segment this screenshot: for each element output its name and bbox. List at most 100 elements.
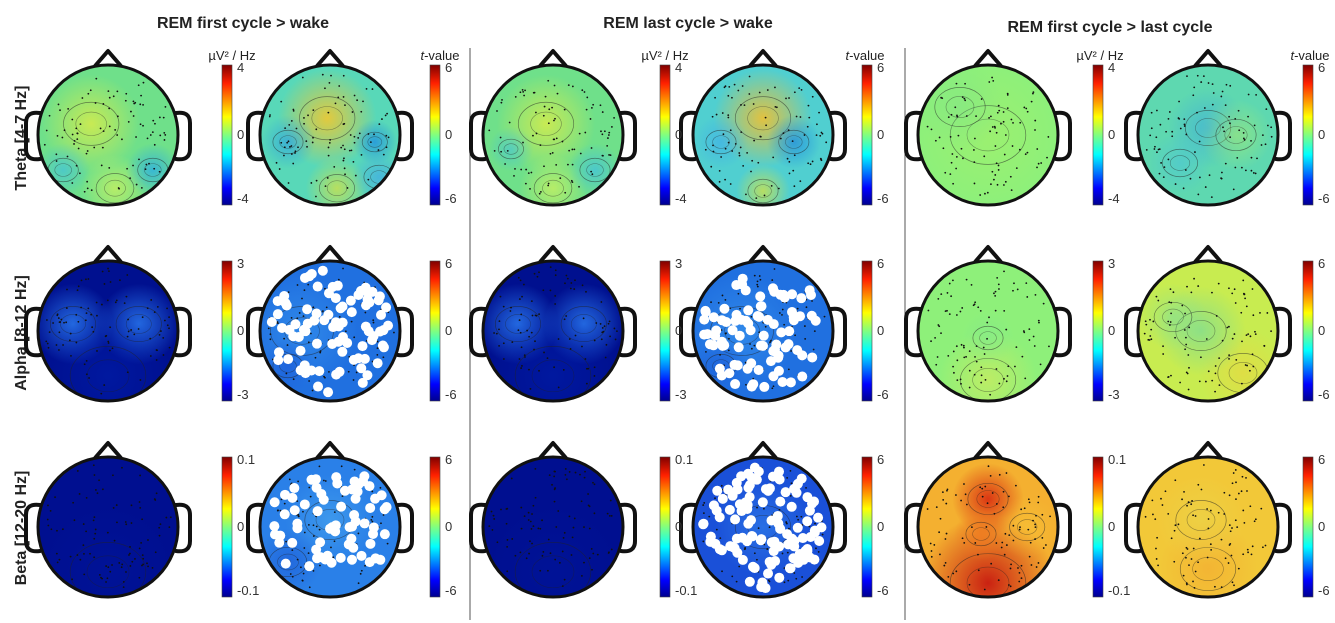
left-ear-icon bbox=[904, 110, 922, 162]
left-ear-icon bbox=[469, 306, 487, 358]
right-ear-icon bbox=[1274, 110, 1292, 162]
colorbar-tick-label: -0.1 bbox=[1108, 583, 1130, 598]
colorbar-tick-label: -6 bbox=[877, 387, 889, 402]
colorbar-tick-label: 6 bbox=[445, 60, 452, 75]
colorbar-tick-label: -6 bbox=[877, 583, 889, 598]
right-ear-icon bbox=[1054, 110, 1072, 162]
right-ear-icon bbox=[1054, 502, 1072, 554]
colorbar-tick-label: 4 bbox=[1108, 60, 1115, 75]
left-ear-icon bbox=[246, 502, 264, 554]
colorbar-tick-label: 3 bbox=[237, 256, 244, 271]
t-unit-col1: t-value bbox=[420, 48, 459, 63]
scalp-outline bbox=[36, 259, 180, 403]
colorbar-beta-4: 6 0 -6 bbox=[861, 452, 889, 598]
left-ear-icon bbox=[904, 306, 922, 358]
left-ear-icon bbox=[904, 502, 922, 554]
topomap-alpha-1 bbox=[24, 245, 192, 403]
scalp-outline bbox=[691, 63, 835, 207]
nose-icon bbox=[93, 245, 123, 264]
nose-icon bbox=[748, 49, 778, 68]
right-ear-icon bbox=[174, 502, 192, 554]
colorbar-tick-label: -0.1 bbox=[675, 583, 697, 598]
topomap-alpha-4 bbox=[679, 245, 847, 403]
colorbar-alpha-5: 3 0 -3 bbox=[1092, 256, 1120, 402]
topomap-beta-2 bbox=[246, 441, 414, 599]
left-ear-icon bbox=[24, 110, 42, 162]
scalp-outline bbox=[36, 63, 180, 207]
row-label-beta: Beta [12-20 Hz] bbox=[13, 471, 30, 586]
left-ear-icon bbox=[1124, 110, 1142, 162]
colorbar-theta-5: 4 0 -4 bbox=[1092, 60, 1120, 206]
colorbar-tick-label: 3 bbox=[675, 256, 682, 271]
colorbar-tick-label: 0 bbox=[445, 519, 452, 534]
colorbar-tick-label: 0 bbox=[877, 323, 884, 338]
nose-icon bbox=[315, 245, 345, 264]
topomap-theta-5 bbox=[904, 49, 1072, 207]
power-unit-col2: µV² / Hz bbox=[641, 48, 688, 63]
colorbar-tick-label: 0 bbox=[237, 127, 244, 142]
colorbar-tick-label: 6 bbox=[877, 60, 884, 75]
topomap-grid bbox=[24, 49, 1292, 599]
left-ear-icon bbox=[469, 110, 487, 162]
colorbar-tick-label: 6 bbox=[877, 452, 884, 467]
nose-icon bbox=[1193, 49, 1223, 68]
colorbar-theta-4: 6 0 -6 bbox=[861, 60, 889, 206]
colorbar-tick-label: -6 bbox=[445, 387, 457, 402]
topomap-alpha-2 bbox=[246, 245, 414, 403]
scalp-outline bbox=[258, 63, 402, 207]
column-title-1: REM first cycle > wake bbox=[157, 15, 329, 32]
nose-icon bbox=[748, 441, 778, 460]
topomap-theta-2 bbox=[246, 49, 414, 207]
right-ear-icon bbox=[396, 306, 414, 358]
colorbar-tick-label: -6 bbox=[445, 191, 457, 206]
scalp-outline bbox=[1136, 63, 1280, 207]
colorbar-theta-6: 6 0 -6 bbox=[1302, 60, 1330, 206]
left-ear-icon bbox=[679, 306, 697, 358]
row-label-theta: Theta [4-7 Hz] bbox=[13, 86, 30, 191]
left-ear-icon bbox=[469, 502, 487, 554]
right-ear-icon bbox=[396, 502, 414, 554]
colorbar-tick-label: -6 bbox=[1318, 191, 1330, 206]
topomap-alpha-5 bbox=[904, 245, 1072, 403]
right-ear-icon bbox=[619, 110, 637, 162]
right-ear-icon bbox=[829, 110, 847, 162]
colorbar-tick-label: -4 bbox=[237, 191, 249, 206]
colorbar-theta-3: 4 0 -4 bbox=[659, 60, 687, 206]
colorbar-beta-1: 0.1 0 -0.1 bbox=[221, 452, 259, 598]
colorbar-theta-2: 6 0 -6 bbox=[429, 60, 457, 206]
right-ear-icon bbox=[829, 502, 847, 554]
colorbar-beta-5: 0.1 0 -0.1 bbox=[1092, 452, 1130, 598]
nose-icon bbox=[315, 441, 345, 460]
nose-icon bbox=[973, 49, 1003, 68]
right-ear-icon bbox=[1274, 502, 1292, 554]
topomap-theta-1 bbox=[24, 49, 192, 207]
nose-icon bbox=[973, 245, 1003, 264]
colorbar-tick-label: 6 bbox=[1318, 60, 1325, 75]
colorbar-beta-2: 6 0 -6 bbox=[429, 452, 457, 598]
scalp-outline bbox=[1136, 259, 1280, 403]
colorbar-alpha-3: 3 0 -3 bbox=[659, 256, 687, 402]
left-ear-icon bbox=[246, 110, 264, 162]
colorbar-tick-label: -6 bbox=[1318, 387, 1330, 402]
nose-icon bbox=[538, 49, 568, 68]
colorbar-tick-label: -0.1 bbox=[237, 583, 259, 598]
topomap-alpha-3 bbox=[469, 245, 637, 403]
topomap-beta-3 bbox=[469, 441, 637, 599]
colorbar-theta-1: 4 0 -4 bbox=[221, 60, 249, 206]
colorbar-tick-label: 0 bbox=[1318, 323, 1325, 338]
colorbar-alpha-1: 3 0 -3 bbox=[221, 256, 249, 402]
topomap-beta-5 bbox=[904, 441, 1072, 599]
colorbar-tick-label: 4 bbox=[237, 60, 244, 75]
colorbar-tick-label: 6 bbox=[877, 256, 884, 271]
colorbar-tick-label: 0 bbox=[675, 323, 682, 338]
nose-icon bbox=[1193, 245, 1223, 264]
nose-icon bbox=[315, 49, 345, 68]
row-label-alpha: Alpha [8-12 Hz] bbox=[13, 275, 30, 391]
left-ear-icon bbox=[1124, 502, 1142, 554]
colorbar-tick-label: 0.1 bbox=[237, 452, 255, 467]
colorbar-tick-label: -6 bbox=[877, 191, 889, 206]
colorbar-tick-label: 0 bbox=[877, 127, 884, 142]
scalp-outline bbox=[258, 455, 402, 599]
colorbar-tick-label: 0 bbox=[675, 127, 682, 142]
